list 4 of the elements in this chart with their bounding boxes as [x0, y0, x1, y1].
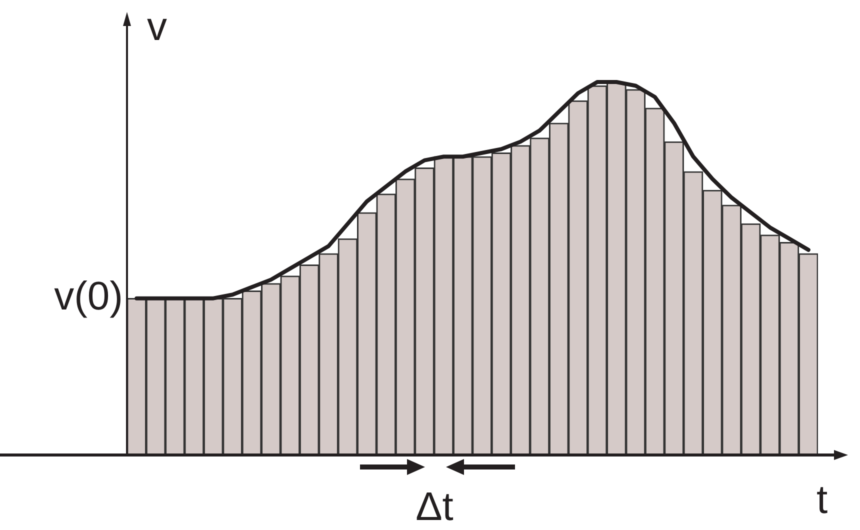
text: Δt [416, 485, 454, 529]
x-axis-title: t [816, 478, 828, 522]
text: v(0) [54, 274, 123, 318]
y-axis-title: v [147, 5, 167, 49]
